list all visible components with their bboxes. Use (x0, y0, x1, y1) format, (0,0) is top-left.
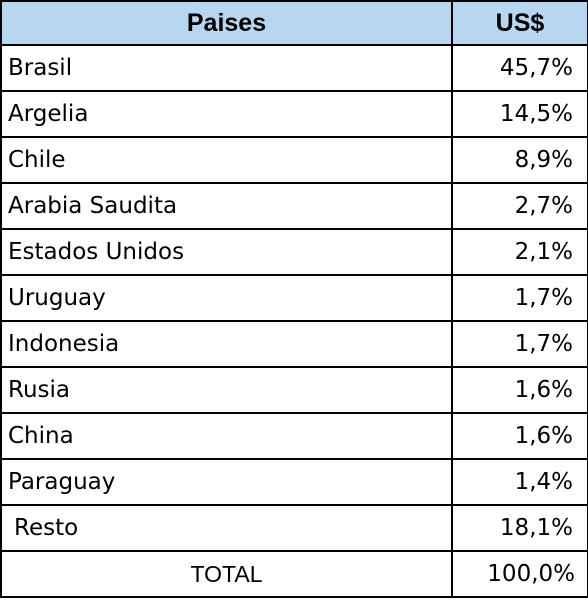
country-cell: Paraguay (0, 458, 453, 506)
country-cell: Argelia (0, 90, 453, 138)
share-cell: 14,5% (451, 90, 588, 138)
header-usd: US$ (451, 0, 588, 46)
total-row: TOTAL 100,0% (0, 550, 588, 598)
country-cell: Rusia (0, 366, 453, 414)
share-cell: 45,7% (451, 44, 588, 92)
country-cell: Indonesia (0, 320, 453, 368)
country-cell: Brasil (0, 44, 453, 92)
share-cell: 1,7% (451, 274, 588, 322)
table-row: Resto 18,1% (0, 504, 588, 552)
country-cell: Estados Unidos (0, 228, 453, 276)
country-cell: Chile (0, 136, 453, 184)
table-row: Arabia Saudita 2,7% (0, 182, 588, 230)
share-cell: 18,1% (451, 504, 588, 552)
table-row: China 1,6% (0, 412, 588, 460)
share-cell: 8,9% (451, 136, 588, 184)
table-row: Brasil 45,7% (0, 44, 588, 92)
header-row: Paises US$ (0, 0, 588, 46)
total-label: TOTAL (0, 550, 453, 598)
table-row: Argelia 14,5% (0, 90, 588, 138)
share-cell: 2,7% (451, 182, 588, 230)
share-cell: 1,7% (451, 320, 588, 368)
total-value: 100,0% (451, 550, 588, 598)
table-row: Rusia 1,6% (0, 366, 588, 414)
share-cell: 1,6% (451, 366, 588, 414)
table-row: Indonesia 1,7% (0, 320, 588, 368)
table-row: Estados Unidos 2,1% (0, 228, 588, 276)
header-countries: Paises (0, 0, 453, 46)
table-row: Uruguay 1,7% (0, 274, 588, 322)
table-row: Paraguay 1,4% (0, 458, 588, 506)
country-cell: Resto (0, 504, 453, 552)
share-cell: 1,4% (451, 458, 588, 506)
table-row: Chile 8,9% (0, 136, 588, 184)
country-cell: China (0, 412, 453, 460)
share-cell: 1,6% (451, 412, 588, 460)
country-cell: Arabia Saudita (0, 182, 453, 230)
share-cell: 2,1% (451, 228, 588, 276)
country-cell: Uruguay (0, 274, 453, 322)
